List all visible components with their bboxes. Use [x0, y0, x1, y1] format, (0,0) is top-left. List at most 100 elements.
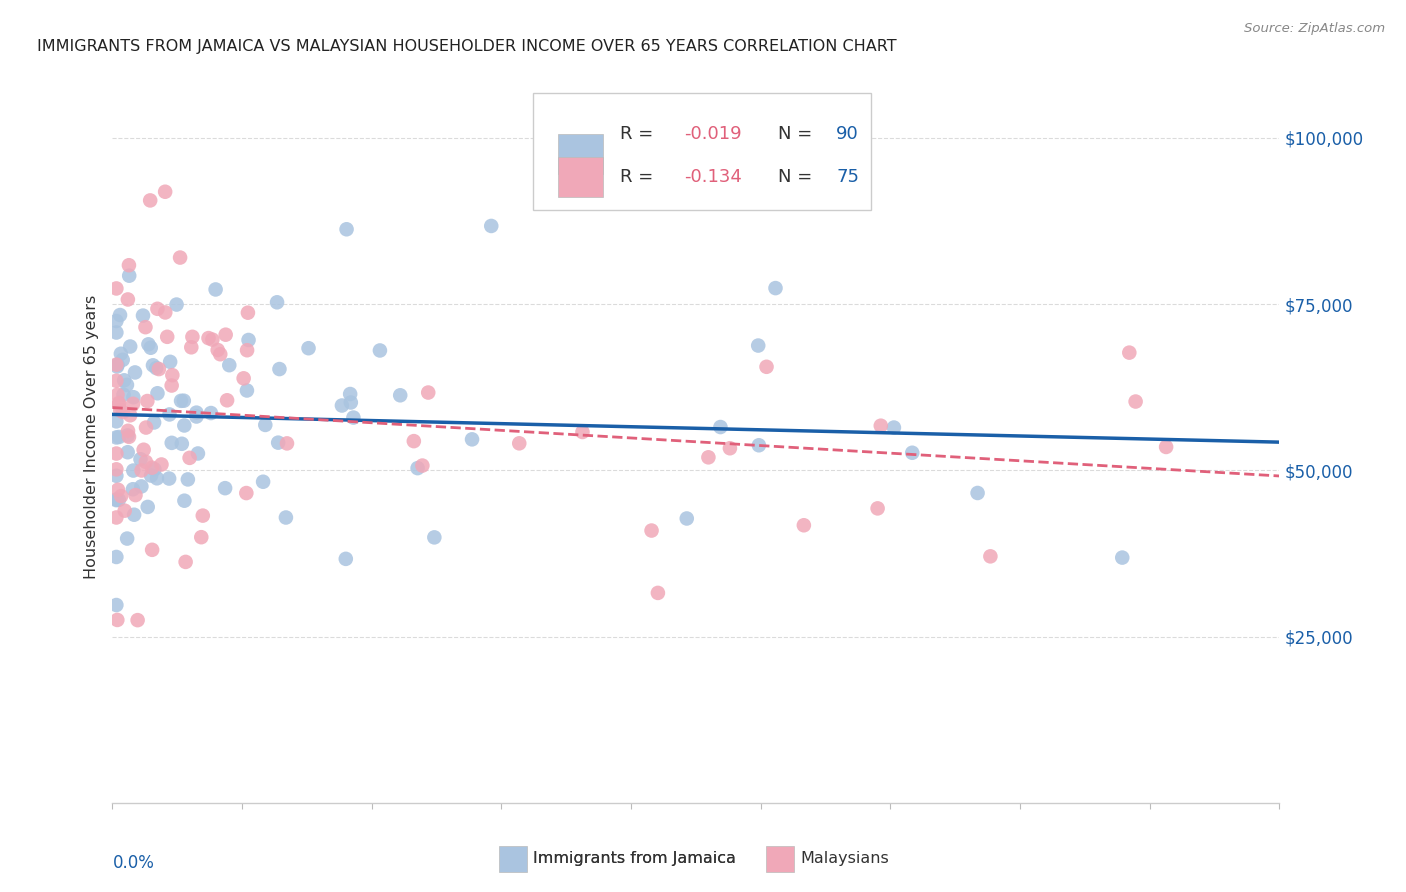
- Point: [108, 396, 131, 410]
- Point: [150, 458, 173, 472]
- Text: 75: 75: [837, 168, 859, 186]
- Point: [105, 549, 128, 564]
- Point: [173, 418, 195, 433]
- Point: [138, 337, 160, 351]
- Point: [765, 281, 787, 295]
- Point: [201, 333, 224, 347]
- Point: [197, 331, 219, 345]
- Point: [136, 394, 159, 409]
- Point: [173, 393, 195, 408]
- FancyBboxPatch shape: [558, 134, 603, 174]
- Point: [170, 393, 193, 408]
- Y-axis label: Householder Income Over 65 years: Householder Income Over 65 years: [83, 295, 98, 579]
- Point: [139, 194, 162, 208]
- Point: [122, 397, 145, 411]
- Point: [107, 483, 129, 497]
- Point: [402, 434, 425, 449]
- Text: R =: R =: [620, 125, 659, 143]
- Point: [118, 258, 141, 272]
- Point: [132, 309, 155, 323]
- FancyBboxPatch shape: [558, 157, 603, 197]
- Point: [145, 361, 167, 376]
- Point: [105, 314, 128, 328]
- Point: [1125, 394, 1147, 409]
- Point: [146, 301, 169, 316]
- Point: [411, 458, 433, 473]
- Point: [105, 446, 128, 460]
- Point: [156, 330, 179, 344]
- Point: [266, 295, 288, 310]
- Point: [117, 445, 139, 459]
- Point: [122, 482, 145, 496]
- Point: [174, 555, 197, 569]
- Point: [110, 403, 132, 417]
- Point: [112, 388, 135, 402]
- Point: [267, 435, 290, 450]
- Point: [131, 479, 153, 493]
- Point: [186, 409, 208, 424]
- Point: [1118, 345, 1140, 359]
- Point: [115, 532, 138, 546]
- Text: Immigrants from Jamaica: Immigrants from Jamaica: [533, 852, 735, 866]
- Point: [697, 450, 720, 465]
- Point: [111, 352, 134, 367]
- Point: [709, 420, 731, 434]
- Point: [107, 358, 129, 372]
- FancyBboxPatch shape: [533, 94, 872, 211]
- Text: Malaysians: Malaysians: [800, 852, 889, 866]
- Point: [215, 327, 238, 342]
- Point: [180, 340, 202, 354]
- Point: [330, 399, 353, 413]
- Point: [218, 358, 240, 372]
- Point: [135, 420, 157, 434]
- Text: 90: 90: [837, 125, 859, 143]
- Point: [105, 493, 128, 508]
- Point: [105, 374, 128, 388]
- Point: [110, 489, 132, 503]
- Text: Immigrants from Jamaica: Immigrants from Jamaica: [533, 852, 735, 866]
- Point: [105, 468, 128, 483]
- Point: [166, 297, 188, 311]
- Point: [120, 339, 142, 353]
- Point: [105, 462, 128, 476]
- Point: [238, 333, 260, 347]
- Point: [204, 283, 226, 297]
- Point: [107, 387, 129, 401]
- Point: [718, 442, 741, 456]
- Point: [159, 355, 181, 369]
- Point: [105, 510, 128, 524]
- Point: [869, 418, 891, 433]
- Point: [117, 424, 139, 438]
- Point: [901, 446, 924, 460]
- Point: [181, 330, 204, 344]
- Point: [139, 341, 162, 355]
- Point: [368, 343, 391, 358]
- Point: [105, 281, 128, 295]
- Point: [139, 468, 162, 483]
- Point: [755, 359, 778, 374]
- Point: [748, 438, 770, 452]
- Point: [136, 500, 159, 514]
- Text: Source: ZipAtlas.com: Source: ZipAtlas.com: [1244, 22, 1385, 36]
- Point: [190, 530, 212, 544]
- Point: [162, 368, 184, 383]
- Point: [153, 185, 176, 199]
- Point: [105, 326, 128, 340]
- Point: [122, 508, 145, 522]
- Point: [132, 442, 155, 457]
- Point: [160, 378, 183, 392]
- Point: [105, 492, 128, 507]
- Point: [118, 268, 141, 283]
- Point: [129, 452, 152, 467]
- Point: [157, 471, 180, 485]
- Point: [640, 524, 662, 538]
- Point: [340, 395, 363, 409]
- Point: [159, 408, 181, 422]
- Point: [274, 510, 297, 524]
- Point: [146, 471, 169, 485]
- Text: N =: N =: [778, 168, 818, 186]
- Point: [105, 358, 128, 372]
- Point: [117, 293, 139, 307]
- Point: [866, 501, 889, 516]
- Point: [112, 373, 135, 387]
